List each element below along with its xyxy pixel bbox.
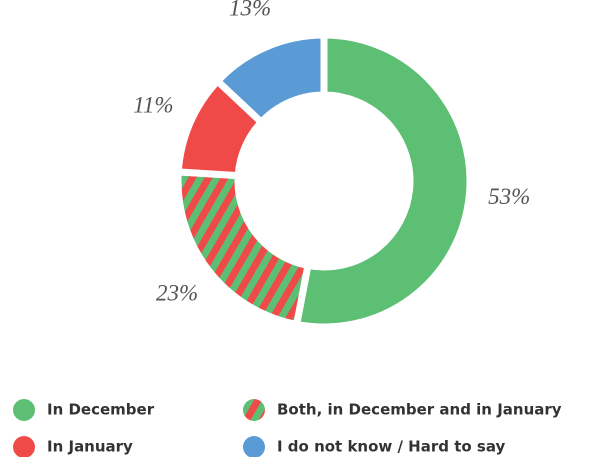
legend-swatch <box>243 436 265 457</box>
legend-swatch <box>13 436 35 457</box>
chart: 53% In December 23% Both, in December and i… <box>0 0 606 457</box>
value-label: 23% <box>156 280 198 305</box>
legend-label: Both, in December and in January <box>277 401 562 419</box>
legend-label: In January <box>47 438 133 456</box>
value-label: 11% <box>133 92 173 117</box>
value-label: 53% <box>488 184 530 209</box>
value-label: 13% <box>229 0 271 21</box>
legend-swatch <box>243 399 265 421</box>
legend-label: In December <box>47 401 155 419</box>
legend-label: I do not know / Hard to say <box>277 438 506 456</box>
legend-swatch <box>13 399 35 421</box>
